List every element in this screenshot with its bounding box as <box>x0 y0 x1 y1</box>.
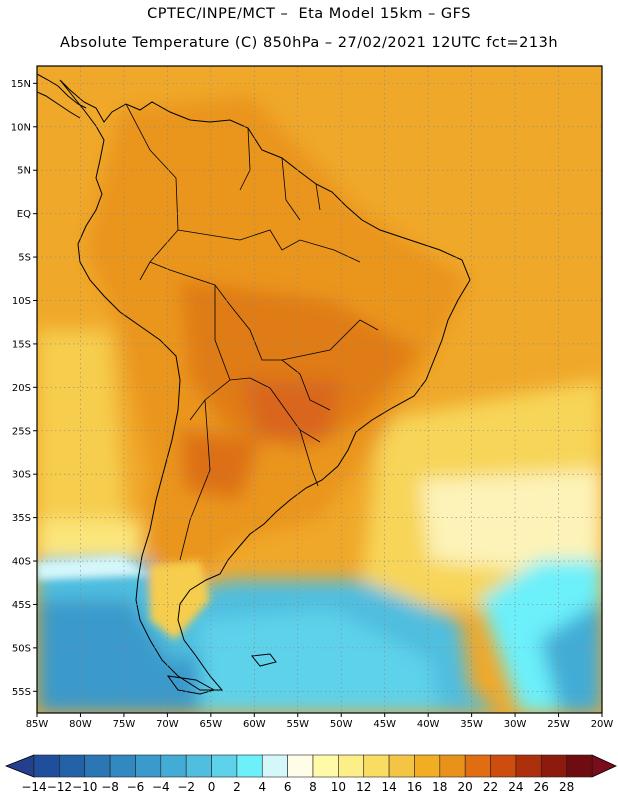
colorbar-label: 8 <box>309 780 317 794</box>
lat-tick-label: 5S <box>18 253 31 264</box>
colorbar-label: 24 <box>508 780 523 794</box>
colorbar-label: −14 <box>21 780 46 794</box>
country-borders <box>125 103 379 561</box>
colorbar-swatch <box>135 754 162 778</box>
colorbar-label: −10 <box>72 780 97 794</box>
colorbar-label: 6 <box>284 780 292 794</box>
colorbar-label: 18 <box>432 780 447 794</box>
lat-tick-label: 50S <box>12 643 31 654</box>
colorbar-swatch <box>439 754 466 778</box>
colorbar-swatch <box>363 754 390 778</box>
lat-tick-label: 40S <box>12 557 31 568</box>
lon-tick-label: 65W <box>200 719 223 730</box>
falkland-islands <box>251 653 277 667</box>
colorbar-swatch <box>261 754 288 778</box>
lat-tick-label: 35S <box>12 513 31 524</box>
colorbar-swatch <box>211 754 238 778</box>
colorbar-label: 26 <box>534 780 549 794</box>
colorbar-swatch <box>59 754 86 778</box>
colorbar-swatch <box>490 754 517 778</box>
colorbar-label: 10 <box>331 780 346 794</box>
colorbar-swatch <box>312 754 339 778</box>
colorbar-swatch <box>566 754 593 778</box>
lat-tick-label: 25S <box>12 426 31 437</box>
lat-tick-label: 45S <box>12 600 31 611</box>
colorbar-label: −12 <box>47 780 72 794</box>
lon-tick-label: 45W <box>373 719 396 730</box>
colorbar-swatch <box>388 754 415 778</box>
colorbar-swatch <box>414 754 441 778</box>
lat-tick-label: 30S <box>12 470 31 481</box>
colorbar-label: −2 <box>177 780 195 794</box>
lon-tick-label: 55W <box>286 719 309 730</box>
colorbar-label: 16 <box>407 780 422 794</box>
lat-tick-label: 15S <box>12 339 31 350</box>
lon-tick-label: 20W <box>591 719 614 730</box>
lon-tick-label: 70W <box>156 719 179 730</box>
colorbar-label: 28 <box>559 780 574 794</box>
colorbar-label: 20 <box>458 780 473 794</box>
temperature-field <box>37 66 602 713</box>
lat-tick-label: 10N <box>11 122 31 133</box>
colorbar-swatch <box>84 754 111 778</box>
colorbar-label: 12 <box>356 780 371 794</box>
colorbar-swatch <box>185 754 212 778</box>
colorbar-swatch <box>515 754 542 778</box>
lat-tick-label: 5N <box>17 166 31 177</box>
lat-tick-label: 15N <box>11 79 31 90</box>
colorbar-label: 0 <box>208 780 216 794</box>
colorbar-swatch <box>287 754 314 778</box>
lat-tick-label: 55S <box>12 687 31 698</box>
chart-subtitle: Absolute Temperature (C) 850hPa – 27/02/… <box>59 35 559 51</box>
colorbar-label: 2 <box>233 780 241 794</box>
colorbar-swatch <box>464 754 491 778</box>
chart-title: CPTEC/INPE/MCT – Eta Model 15km – GFS <box>147 6 471 22</box>
colorbar-under-arrow <box>4 754 35 778</box>
colorbar-swatch <box>33 754 60 778</box>
tierra-del-fuego <box>166 675 216 695</box>
lon-tick-label: 30W <box>504 719 527 730</box>
colorbar: −14 −12 −10 −8 −6 −4 −2 0 2 4 6 8 10 12 14 16 18 20 22 24 26… <box>4 754 617 794</box>
lon-tick-label: 50W <box>330 719 353 730</box>
lat-tick-label: EQ <box>17 209 31 220</box>
colorbar-label: 22 <box>483 780 498 794</box>
central-america-outline <box>37 73 87 119</box>
continent-outline <box>59 79 471 691</box>
colorbar-swatch <box>109 754 136 778</box>
map-frame <box>36 65 603 714</box>
lat-tick-label: 20S <box>12 383 31 394</box>
colorbar-label: 4 <box>258 780 266 794</box>
colorbar-swatch <box>540 754 567 778</box>
lon-tick-label: 85W <box>26 719 49 730</box>
colorbar-label: −6 <box>127 780 145 794</box>
lat-tick-label: 10S <box>12 296 31 307</box>
lon-tick-label: 75W <box>113 719 136 730</box>
lon-tick-label: 80W <box>69 719 92 730</box>
colorbar-label: −4 <box>152 780 170 794</box>
lon-tick-label: 40W <box>417 719 440 730</box>
colorbar-swatch <box>236 754 263 778</box>
colorbar-over-arrow <box>591 754 617 778</box>
colorbar-label: 14 <box>381 780 396 794</box>
colorbar-label: −8 <box>101 780 119 794</box>
lon-tick-label: 25W <box>547 719 570 730</box>
colorbar-swatch <box>160 754 187 778</box>
lon-tick-label: 35W <box>460 719 483 730</box>
lon-tick-label: 60W <box>243 719 266 730</box>
colorbar-swatch <box>338 754 365 778</box>
